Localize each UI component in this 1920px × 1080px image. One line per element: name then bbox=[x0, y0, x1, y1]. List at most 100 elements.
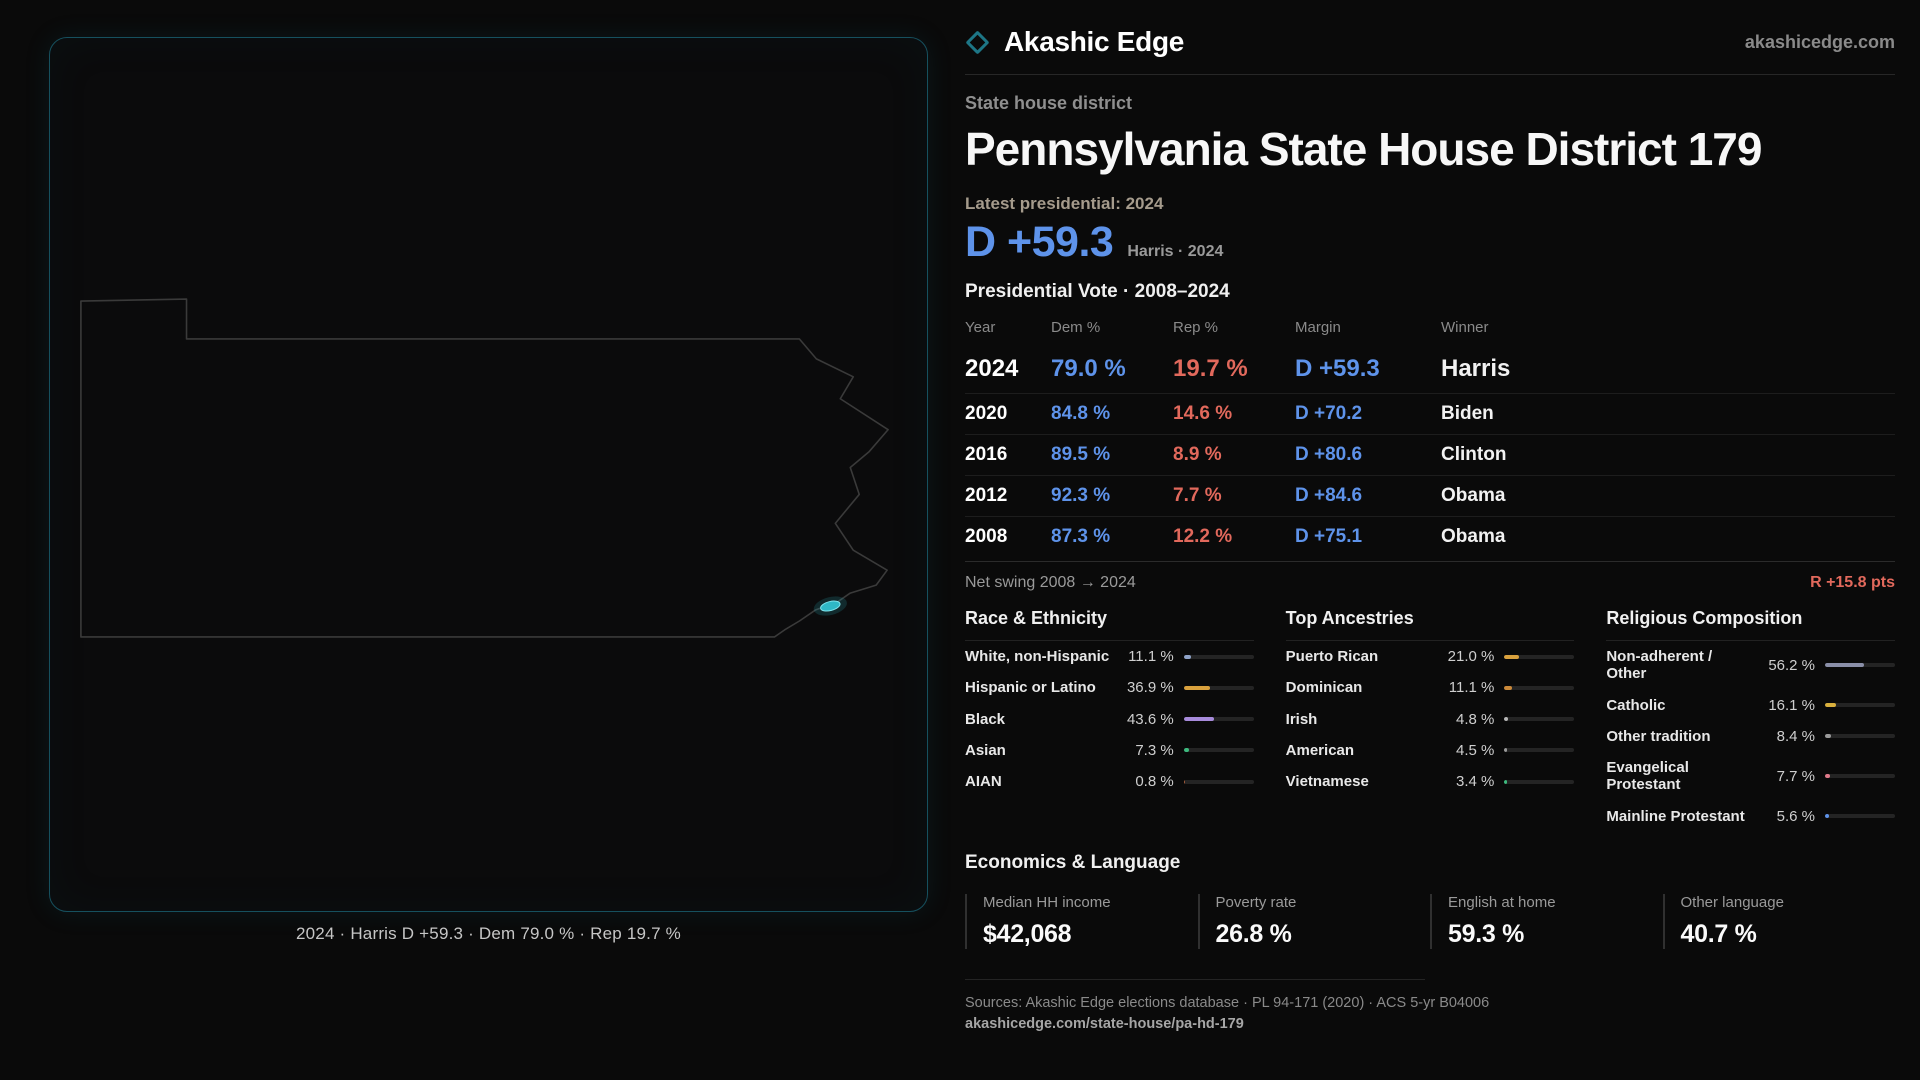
mini-bar-fill bbox=[1504, 779, 1507, 784]
demo-item-value: 11.1 % bbox=[1448, 679, 1495, 697]
demo-item-label: Puerto Rican bbox=[1285, 648, 1379, 665]
vote-cell-dem: 84.8 % bbox=[1051, 403, 1111, 424]
vote-cell-rep: 7.7 % bbox=[1173, 485, 1222, 506]
demo-item: American 4.5 % bbox=[1286, 735, 1575, 766]
vote-cell-rep: 14.6 % bbox=[1173, 403, 1233, 424]
econ-grid: Median HH income $42,068 Poverty rate 26.8 … bbox=[965, 893, 1896, 949]
demo-group-title: Race & Ethnicity bbox=[965, 608, 1254, 641]
vote-cell-margin: D +75.1 bbox=[1295, 526, 1363, 547]
vote-cell-margin: D +59.3 bbox=[1295, 355, 1380, 382]
page-title: Pennsylvania State House District 179 bbox=[965, 123, 1762, 175]
col-dem: Dem % bbox=[1051, 319, 1101, 336]
headline-margin-block: D +59.3 Harris · 2024 bbox=[965, 218, 1895, 267]
demo-item: Non-adherent / Other 56.2 % bbox=[1606, 641, 1896, 690]
vote-row-2012: 2012 92.3 % 7.7 % D +84.6 Obama bbox=[965, 475, 1895, 516]
econ-stat-label: Median HH income bbox=[983, 893, 1111, 911]
demo-item: Evangelical Protestant 7.7 % bbox=[1606, 752, 1896, 801]
headline-margin: D +59.3 bbox=[965, 218, 1114, 266]
econ-stat-value: $42,068 bbox=[983, 919, 1072, 948]
demo-item-value: 4.5 % bbox=[1455, 741, 1495, 759]
mini-bar-track bbox=[1183, 717, 1254, 722]
mini-bar-fill bbox=[1825, 734, 1831, 739]
demo-item: Dominican 11.1 % bbox=[1286, 672, 1575, 703]
vote-cell-dem: 79.0 % bbox=[1051, 355, 1126, 382]
mini-bar-track bbox=[1504, 779, 1575, 784]
demo-item-label: Asian bbox=[965, 741, 1006, 759]
mini-bar-fill bbox=[1825, 814, 1829, 819]
mini-bar-track bbox=[1825, 734, 1896, 739]
vote-cell-rep: 19.7 % bbox=[1173, 355, 1248, 382]
vote-cell-dem: 89.5 % bbox=[1051, 444, 1111, 465]
mini-bar-fill bbox=[1504, 654, 1520, 659]
mini-bar-track bbox=[1183, 654, 1254, 659]
demo-item: Other tradition 8.4 % bbox=[1606, 721, 1896, 752]
demo-item: Catholic 16.1 % bbox=[1606, 690, 1896, 721]
demo-item-value: 56.2 % bbox=[1768, 656, 1816, 674]
demo-item-label: Black bbox=[965, 710, 1006, 728]
mini-bar-track bbox=[1504, 717, 1575, 722]
demo-item-value: 7.3 % bbox=[1135, 741, 1174, 759]
col-winner: Winner bbox=[1441, 319, 1489, 336]
demo-item-value: 4.8 % bbox=[1455, 710, 1495, 728]
net-swing-row: Net swing 2008 → 2024 R +15.8 pts bbox=[965, 561, 1895, 592]
demo-item: Black 43.6 % bbox=[965, 704, 1254, 735]
vote-table-rows: 2024 79.0 % 19.7 % D +59.3 Harris 2020 84.8 % 1… bbox=[965, 345, 1895, 557]
demo-item-value: 3.4 % bbox=[1455, 773, 1495, 791]
demo-item-label: Mainline Protestant bbox=[1606, 807, 1745, 825]
demo-item-value: 5.6 % bbox=[1776, 807, 1816, 825]
brand-name: Akashic Edge bbox=[1004, 26, 1185, 57]
col-rep: Rep % bbox=[1173, 319, 1219, 336]
mini-bar-track bbox=[1504, 748, 1575, 753]
demo-item-value: 11.1 % bbox=[1128, 648, 1174, 666]
vote-cell-winner: Clinton bbox=[1441, 444, 1507, 465]
vote-cell-winner: Obama bbox=[1441, 485, 1506, 506]
vote-cell-winner: Biden bbox=[1441, 403, 1494, 424]
state-outline bbox=[80, 298, 889, 638]
net-swing-label: Net swing 2008 → 2024 bbox=[965, 574, 1136, 591]
demo-item-label: American bbox=[1285, 741, 1355, 759]
econ-stat: Poverty rate 26.8 % bbox=[1197, 893, 1431, 949]
vote-cell-year: 2008 bbox=[965, 526, 1008, 547]
vote-row-2016: 2016 89.5 % 8.9 % D +80.6 Clinton bbox=[965, 434, 1895, 475]
mini-bar-track bbox=[1825, 774, 1896, 779]
demo-item-label: Non-adherent / Other bbox=[1606, 648, 1713, 683]
footer-divider bbox=[965, 978, 1425, 980]
district-marker bbox=[820, 600, 841, 612]
kicker: State house district bbox=[965, 93, 1133, 113]
demo-item-value: 36.9 % bbox=[1126, 679, 1174, 697]
demo-item: Irish 4.8 % bbox=[1286, 704, 1575, 735]
vote-cell-dem: 92.3 % bbox=[1051, 485, 1111, 506]
mini-bar-fill bbox=[1183, 717, 1215, 722]
mini-bar-track bbox=[1825, 814, 1896, 819]
demo-item-value: 43.6 % bbox=[1126, 710, 1174, 728]
vote-cell-winner: Harris bbox=[1441, 355, 1511, 382]
econ-stat: Median HH income $42,068 bbox=[965, 893, 1198, 949]
econ-stat-label: English at home bbox=[1448, 893, 1556, 911]
demo-item: AIAN 0.8 % bbox=[965, 766, 1254, 797]
demo-item-value: 7.7 % bbox=[1776, 767, 1816, 785]
col-margin: Margin bbox=[1295, 319, 1341, 336]
vote-cell-year: 2016 bbox=[965, 444, 1008, 465]
demo-item-value: 21.0 % bbox=[1447, 648, 1495, 666]
mini-bar-fill bbox=[1183, 779, 1186, 784]
demo-item-label: AIAN bbox=[965, 773, 1002, 790]
mini-bar-fill bbox=[1183, 748, 1189, 753]
map-caption: 2024 · Harris D +59.3 · Dem 79.0 % · Rep… bbox=[296, 924, 681, 943]
demographics-grid: Race & Ethnicity White, non-Hispanic 11.1 … bbox=[965, 608, 1896, 832]
demo-item-label: Evangelical Protestant bbox=[1606, 759, 1689, 794]
demo-item: White, non-Hispanic 11.1 % bbox=[965, 641, 1254, 672]
mini-bar-fill bbox=[1504, 685, 1513, 690]
demo-item: Puerto Rican 21.0 % bbox=[1286, 641, 1575, 672]
mini-bar-fill bbox=[1504, 717, 1508, 722]
mini-bar-track bbox=[1183, 748, 1254, 753]
demo-item: Vietnamese 3.4 % bbox=[1286, 766, 1575, 797]
vote-table-header: Year Dem % Rep % Margin Winner bbox=[965, 311, 1895, 345]
demo-item-value: 0.8 % bbox=[1135, 773, 1174, 791]
demo-group-race: Race & Ethnicity White, non-Hispanic 11.1 … bbox=[965, 608, 1254, 832]
econ-stat: Other language 40.7 % bbox=[1662, 893, 1896, 949]
vote-table-title: Presidential Vote · 2008–2024 bbox=[965, 281, 1230, 302]
vote-row-2008: 2008 87.3 % 12.2 % D +75.1 Obama bbox=[965, 516, 1895, 557]
brand-site: akashicedge.com bbox=[1744, 31, 1895, 52]
col-year: Year bbox=[965, 319, 996, 336]
vote-cell-year: 2024 bbox=[965, 355, 1019, 382]
